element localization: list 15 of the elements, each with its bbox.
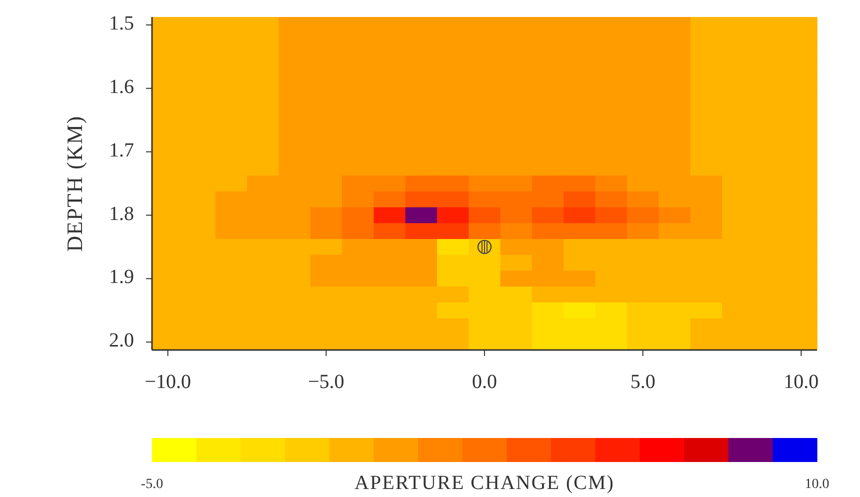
color-bar-label: -5.0	[140, 477, 164, 492]
y-tick-label: 1.5	[109, 12, 134, 35]
x-tick-label: −10.0	[144, 371, 191, 393]
y-tick-label: 1.7	[109, 139, 134, 162]
y-tick-label: 1.6	[109, 76, 134, 98]
color-bar-title: APERTURE CHANGE (CM)	[354, 472, 614, 494]
y-tick-label: 1.8	[109, 202, 134, 225]
y-tick-label: 1.9	[109, 266, 134, 288]
x-tick-label: −5.0	[308, 371, 344, 393]
y-tick-label: 2.0	[109, 330, 134, 352]
x-tick-label: 10.0	[784, 371, 819, 393]
y-axis-title: DEPTH (KM)	[62, 115, 87, 252]
color-bar-label: 10.0	[804, 477, 830, 492]
x-tick-label: 5.0	[630, 371, 656, 393]
x-tick-label: 0.0	[472, 371, 497, 393]
